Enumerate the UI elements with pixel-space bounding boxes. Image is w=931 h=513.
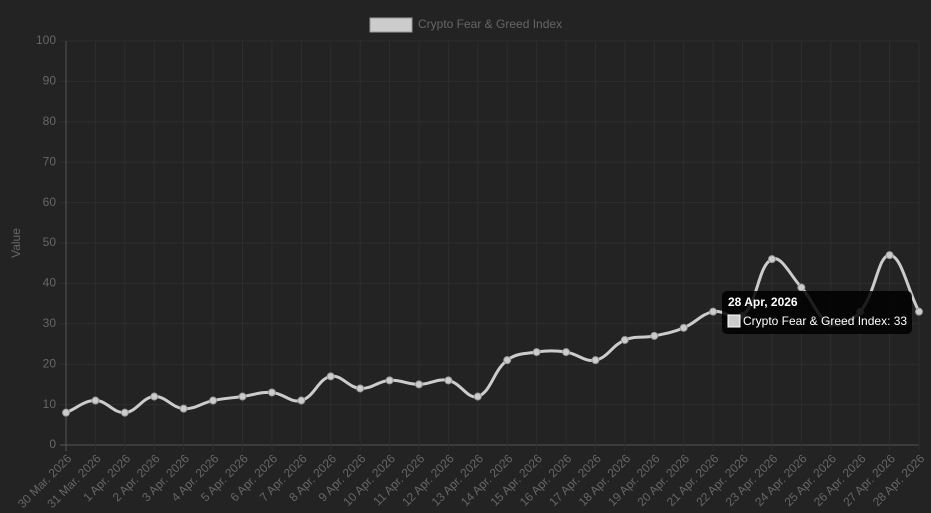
point <box>414 380 423 389</box>
point <box>885 251 894 260</box>
point <box>709 307 718 316</box>
tooltip-swatch <box>727 314 741 328</box>
y-tick-label: 30 <box>43 316 57 330</box>
point <box>767 255 776 264</box>
y-tick-label: 50 <box>43 235 57 249</box>
tooltip-value: 33 <box>894 314 908 328</box>
y-tick-label: 10 <box>43 397 57 411</box>
tooltip: 28 Apr, 2026 Crypto Fear & Greed Index: 3… <box>722 291 912 334</box>
y-axis-label: Value <box>9 228 23 258</box>
tooltip-box <box>722 291 912 334</box>
point <box>91 396 100 405</box>
y-tick-label: 20 <box>43 356 57 370</box>
point <box>62 408 70 417</box>
tooltip-sep: : <box>887 314 894 328</box>
legend-swatch <box>369 17 413 33</box>
point <box>356 384 365 393</box>
point <box>591 356 600 365</box>
y-tick-label: 70 <box>43 154 57 168</box>
point <box>532 348 541 357</box>
point <box>650 331 659 340</box>
point <box>620 335 629 344</box>
point <box>238 392 247 401</box>
point <box>679 323 688 332</box>
point <box>267 388 276 397</box>
y-tick-label: 90 <box>43 74 57 88</box>
point <box>915 307 923 316</box>
point <box>297 396 306 405</box>
y-tick-label: 0 <box>49 437 56 451</box>
point <box>444 376 453 385</box>
tooltip-title: 28 Apr, 2026 <box>728 295 798 309</box>
y-tick-label: 60 <box>43 195 57 209</box>
point <box>503 356 512 365</box>
point <box>150 392 159 401</box>
point <box>473 392 482 401</box>
point <box>120 408 129 417</box>
tooltip-label: Crypto Fear & Greed Index: 33 <box>743 314 907 328</box>
tooltip-series: Crypto Fear & Greed Index <box>743 314 887 328</box>
point <box>385 376 394 385</box>
point <box>562 348 571 357</box>
y-tick-label: 100 <box>36 33 56 47</box>
y-tick-label: 40 <box>43 276 57 290</box>
point <box>797 283 806 292</box>
point <box>326 372 335 381</box>
legend-label: Crypto Fear & Greed Index <box>418 17 562 31</box>
point <box>209 396 218 405</box>
point <box>179 404 188 413</box>
y-tick-label: 80 <box>43 114 57 128</box>
